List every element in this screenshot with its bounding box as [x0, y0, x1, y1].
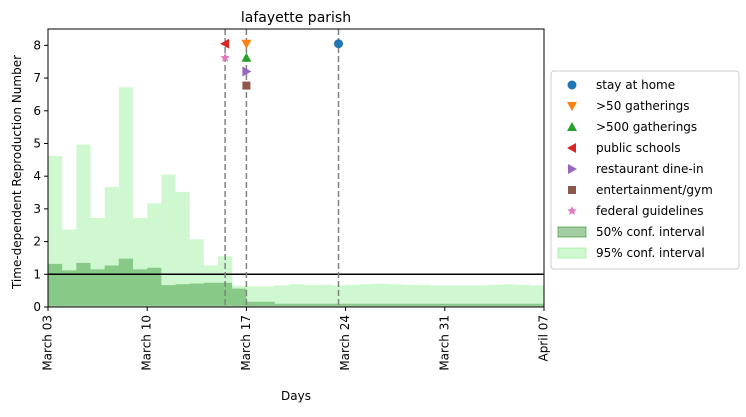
x-axis: March 03 March 10 March 17 March 24 March 31… — [41, 307, 551, 371]
x-axis-label: Days — [281, 389, 311, 403]
y-tick-label: 0 — [33, 300, 41, 314]
legend-marker-3 — [567, 143, 576, 153]
legend: stay at home >50 gatherings >500 gathering… — [550, 70, 740, 270]
y-tick-label: 8 — [33, 38, 41, 52]
x-tick-label: March 10 — [140, 315, 154, 371]
intervention-marker-1 — [241, 39, 252, 49]
legend-marker-8 — [557, 247, 587, 259]
x-tick-label: March 31 — [437, 315, 451, 371]
legend-label: stay at home — [596, 78, 675, 92]
intervention-marker-6 — [220, 52, 230, 62]
legend-marker-1 — [567, 102, 577, 111]
intervention-marker-5 — [242, 81, 251, 90]
y-tick-label: 2 — [33, 235, 41, 249]
legend-marker-5 — [568, 186, 576, 194]
legend-marker-6 — [567, 206, 577, 216]
chart-title: lafayette parish — [241, 10, 351, 26]
y-tick-label: 5 — [33, 136, 41, 150]
legend-label: 95% conf. interval — [596, 246, 705, 260]
y-axis-label: Time-dependent Reproduction Number — [10, 55, 24, 290]
y-tick-label: 1 — [33, 267, 41, 281]
legend-label: restaurant dine-in — [596, 162, 704, 176]
intervention-marker-0 — [334, 39, 344, 49]
legend-label: federal guidelines — [596, 204, 704, 218]
y-tick-label: 3 — [33, 202, 41, 216]
legend-label: public schools — [596, 141, 681, 155]
legend-marker-2 — [567, 122, 577, 131]
legend-label: entertainment/gym — [596, 183, 713, 197]
x-tick-label: April 07 — [537, 315, 551, 362]
plot-frame — [47, 28, 545, 308]
x-tick-label: March 17 — [239, 315, 253, 371]
plot-area — [47, 28, 545, 308]
legend-marker-4 — [568, 164, 577, 174]
legend-marker-7 — [557, 226, 587, 238]
legend-label: >50 gatherings — [596, 99, 690, 113]
y-axis: 0 1 2 3 4 5 6 7 8 — [33, 38, 48, 314]
y-tick-label: 7 — [33, 71, 41, 85]
x-tick-label: March 24 — [338, 315, 352, 371]
legend-label: >500 gatherings — [596, 120, 697, 134]
legend-label: 50% conf. interval — [596, 225, 705, 239]
ci95-band — [48, 87, 544, 306]
legend-box — [550, 70, 740, 270]
y-tick-label: 6 — [33, 104, 41, 118]
intervention-marker-2 — [241, 52, 252, 62]
x-tick-label: March 03 — [41, 315, 55, 371]
y-tick-label: 4 — [33, 169, 41, 183]
intervention-marker-4 — [242, 66, 252, 77]
legend-marker-0 — [567, 80, 577, 90]
ci50-band — [48, 258, 544, 307]
intervention-marker-3 — [220, 38, 230, 49]
